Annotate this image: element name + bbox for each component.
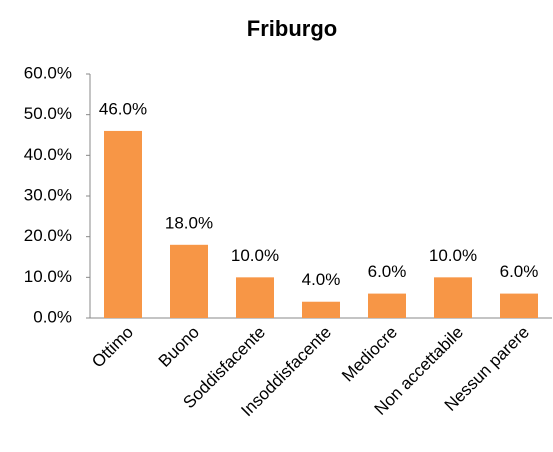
y-tick-label: 50.0% — [24, 104, 72, 123]
value-label: 10.0% — [429, 246, 477, 265]
value-label: 46.0% — [99, 99, 147, 118]
x-tick-label: Ottimo — [88, 323, 137, 372]
bar — [368, 293, 406, 318]
value-label: 10.0% — [231, 246, 279, 265]
bar — [500, 293, 538, 318]
bar — [236, 277, 274, 318]
x-tick-label: Mediocre — [338, 323, 401, 386]
bar — [170, 244, 208, 318]
bar — [104, 130, 142, 318]
y-tick-label: 40.0% — [24, 145, 72, 164]
y-tick-label: 0.0% — [33, 307, 72, 326]
value-label: 18.0% — [165, 213, 213, 232]
value-label: 6.0% — [500, 262, 539, 281]
y-tick-label: 20.0% — [24, 226, 72, 245]
value-label: 4.0% — [302, 270, 341, 289]
y-tick-label: 30.0% — [24, 185, 72, 204]
chart-title: Friburgo — [247, 16, 337, 41]
y-tick-label: 60.0% — [24, 63, 72, 82]
y-tick-label: 10.0% — [24, 267, 72, 286]
x-tick-label: Buono — [155, 323, 203, 371]
bar — [302, 301, 340, 318]
value-label: 6.0% — [368, 262, 407, 281]
bar — [434, 277, 472, 318]
